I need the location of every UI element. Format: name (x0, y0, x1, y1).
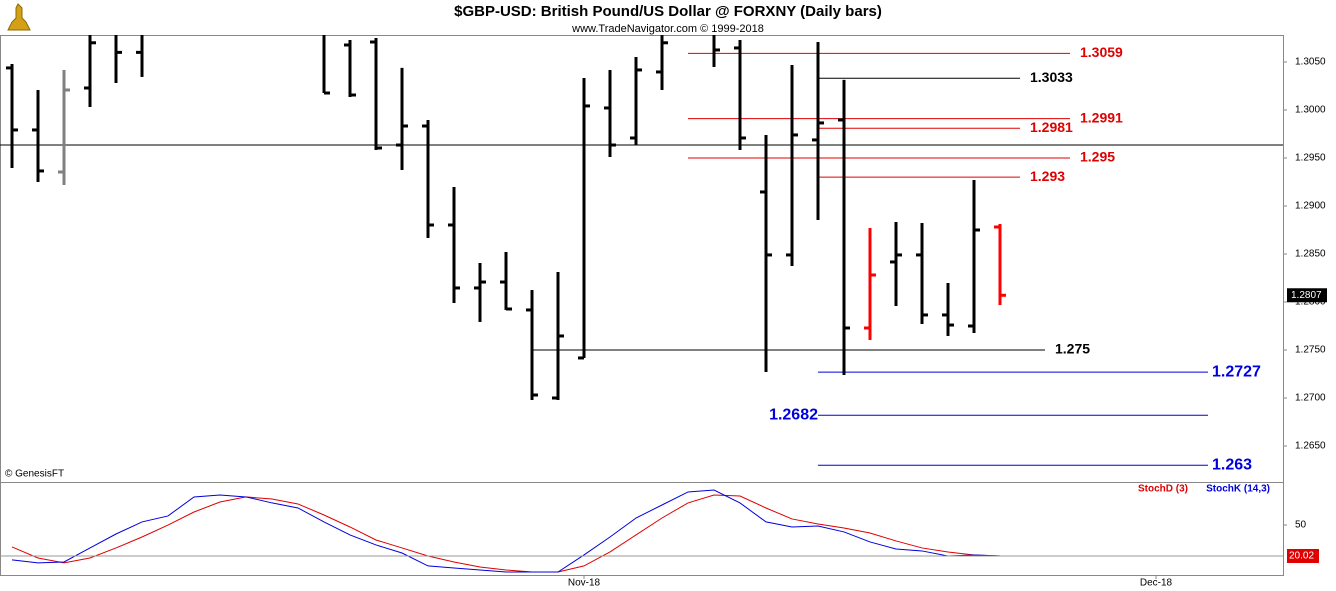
x-tick-label: Dec-18 (1140, 578, 1173, 589)
level-label: 1.3059 (1080, 44, 1123, 60)
y-tick-label: 1.2950 (1295, 153, 1326, 164)
last-price-box (1287, 288, 1327, 303)
stoch-line (11, 489, 1001, 573)
stoch-panel (11, 489, 1001, 573)
level-label: 1.2682 (769, 406, 818, 423)
last-price-label: 1.2807 (1291, 290, 1322, 301)
level-label: 1.293 (1030, 168, 1065, 184)
y-tick-label: 1.2850 (1295, 249, 1326, 260)
stoch-last-label: 20.02 (1289, 551, 1314, 562)
credit: © GenesisFT (5, 469, 64, 480)
level-label: 1.295 (1080, 149, 1115, 165)
level-label: 1.263 (1212, 456, 1252, 473)
y-tick-label: 1.3050 (1295, 57, 1326, 68)
y2-tick-label: 50 (1295, 520, 1307, 531)
level-label: 1.2991 (1080, 109, 1123, 125)
y-tick-label: 1.2700 (1295, 393, 1326, 404)
level-label: 1.275 (1055, 341, 1090, 357)
level-label: 1.2727 (1212, 363, 1261, 380)
legend-entry: StochK (14,3) (1206, 484, 1270, 495)
level-label: 1.2981 (1030, 119, 1073, 135)
legend-entry: StochD (3) (1138, 484, 1188, 495)
level-label: 1.3033 (1030, 69, 1073, 85)
chart-subtitle: www.TradeNavigator.com © 1999-2018 (571, 23, 764, 35)
y-tick-label: 1.2900 (1295, 201, 1326, 212)
stoch-line (11, 494, 1001, 573)
x-tick-label: Nov-18 (568, 578, 601, 589)
y-tick-label: 1.2650 (1295, 441, 1326, 452)
y-tick-label: 1.3000 (1295, 105, 1326, 116)
y-tick-label: 1.2750 (1295, 345, 1326, 356)
logo (7, 3, 31, 31)
chart-title: $GBP-USD: British Pound/US Dollar @ FORX… (454, 3, 882, 20)
price-panel (0, 35, 1283, 466)
plot-frame (0, 35, 1284, 576)
stoch-last-box (1287, 548, 1319, 563)
